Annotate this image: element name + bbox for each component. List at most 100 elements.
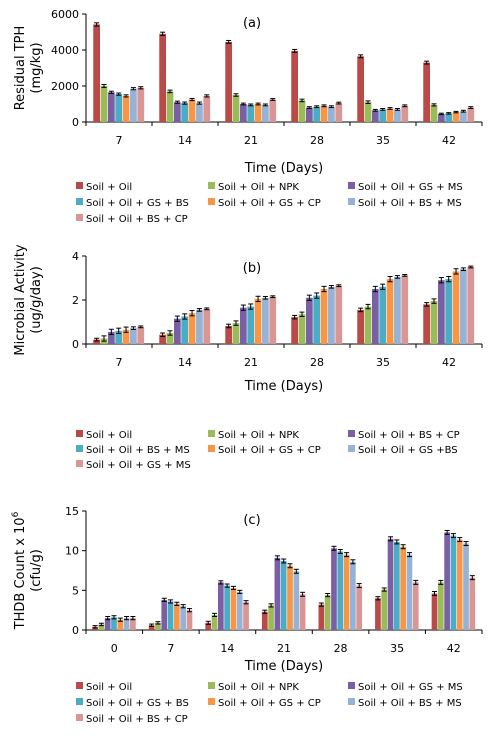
bar xyxy=(280,560,287,630)
bar xyxy=(463,543,469,630)
legend: Soil + Oil Soil + Oil + NPK Soil + Oil + B… xyxy=(76,430,460,471)
legend-swatch xyxy=(208,445,215,452)
legend-swatch xyxy=(208,682,215,689)
bar xyxy=(386,108,394,122)
legend-label: Soil + Oil + NPK xyxy=(218,182,299,193)
bar xyxy=(137,326,145,344)
bar xyxy=(173,318,181,344)
bar xyxy=(298,314,306,344)
bar xyxy=(320,289,328,344)
bar xyxy=(203,308,211,344)
bar xyxy=(166,333,174,344)
legend-swatch xyxy=(76,214,83,221)
bar xyxy=(107,92,115,122)
y-axis-title-unit: (cfu/g) xyxy=(29,549,44,592)
bar xyxy=(387,538,394,630)
bar xyxy=(287,565,293,630)
bar xyxy=(98,624,105,630)
bar xyxy=(445,113,453,122)
bar xyxy=(107,331,115,344)
legend-swatch xyxy=(76,460,83,467)
bar xyxy=(230,587,237,630)
chart-panel-1: 0 2000 4000 6000 7 14 21 28 35 42 (a) Time (Days) Re… xyxy=(13,8,483,225)
legend-swatch xyxy=(76,198,83,205)
x-tick-label: 7 xyxy=(167,642,174,655)
y-tick-label: 4000 xyxy=(51,44,79,57)
bar xyxy=(335,285,343,344)
bar xyxy=(293,571,300,630)
chart-panel-2: 0 2 4 7 14 21 28 35 42 (b) Time (Days) Microbial Ac… xyxy=(13,244,483,471)
legend-swatch xyxy=(76,698,83,705)
bar xyxy=(225,325,233,344)
legend-swatch xyxy=(76,445,83,452)
bar xyxy=(430,104,438,122)
bar xyxy=(437,582,444,630)
bar xyxy=(305,297,313,344)
bar xyxy=(262,104,269,122)
bar xyxy=(111,617,117,630)
bar xyxy=(381,589,388,630)
legend-swatch xyxy=(348,182,355,189)
bar xyxy=(313,295,321,344)
bar xyxy=(393,541,400,630)
bar xyxy=(313,106,321,122)
bar xyxy=(452,271,460,344)
bar xyxy=(130,88,137,122)
bar xyxy=(211,614,218,630)
bar xyxy=(412,582,419,630)
bar xyxy=(130,328,137,344)
bar xyxy=(161,599,168,630)
panel-label: (c) xyxy=(243,513,260,528)
legend-label: Soil + Oil + GS + CP xyxy=(218,198,321,209)
legend-swatch xyxy=(348,682,355,689)
x-tick-label: 0 xyxy=(111,642,118,655)
legend-label: Soil + Oil xyxy=(86,682,132,693)
bar xyxy=(196,309,203,344)
legend-swatch xyxy=(348,698,355,705)
legend-label: Soil + Oil + BS + CP xyxy=(86,714,188,725)
bar xyxy=(423,304,431,344)
bar xyxy=(356,585,363,630)
bar xyxy=(269,99,277,122)
legend-swatch xyxy=(76,714,83,721)
panel-label: (a) xyxy=(243,16,261,31)
legend-label: Soil + Oil xyxy=(86,430,132,441)
bar xyxy=(262,297,269,344)
bar xyxy=(148,625,155,630)
x-tick-label: 21 xyxy=(277,642,291,655)
bar xyxy=(335,103,343,122)
bar xyxy=(137,87,145,122)
bar xyxy=(394,276,401,344)
bar xyxy=(437,280,445,344)
y-tick-label: 6000 xyxy=(51,8,79,21)
bar xyxy=(203,95,211,122)
bar xyxy=(123,618,130,630)
bar xyxy=(269,296,277,344)
bar xyxy=(117,619,124,630)
bar xyxy=(155,622,161,630)
y-axis-title-line: (ug/g/day) xyxy=(29,266,44,334)
y-axis-title: Residual TPH(mg/kg) xyxy=(13,26,44,111)
bar xyxy=(371,289,379,344)
bar xyxy=(460,269,467,344)
bar xyxy=(225,41,233,122)
bar xyxy=(232,95,240,122)
x-tick-label: 21 xyxy=(244,356,258,369)
bar xyxy=(254,104,262,122)
bar xyxy=(181,316,189,344)
bar xyxy=(318,604,325,630)
legend-swatch xyxy=(348,445,355,452)
legend-swatch xyxy=(208,698,215,705)
bar xyxy=(331,548,337,630)
x-tick-label: 42 xyxy=(442,356,456,369)
bar xyxy=(159,33,167,122)
bar xyxy=(371,110,379,122)
y-axis-title-line: Residual TPH xyxy=(13,26,28,111)
bar xyxy=(437,113,445,122)
bar xyxy=(291,317,299,344)
legend: Soil + Oil Soil + Oil + NPK Soil + Oil + G… xyxy=(76,682,463,725)
chart-panel-3: 0 5 10 15 0 7 14 21 28 35 42 (c) Time (Days) THDB Cou… xyxy=(11,505,483,725)
bar xyxy=(469,577,476,630)
x-tick-label: 42 xyxy=(447,642,461,655)
bar xyxy=(452,112,460,122)
